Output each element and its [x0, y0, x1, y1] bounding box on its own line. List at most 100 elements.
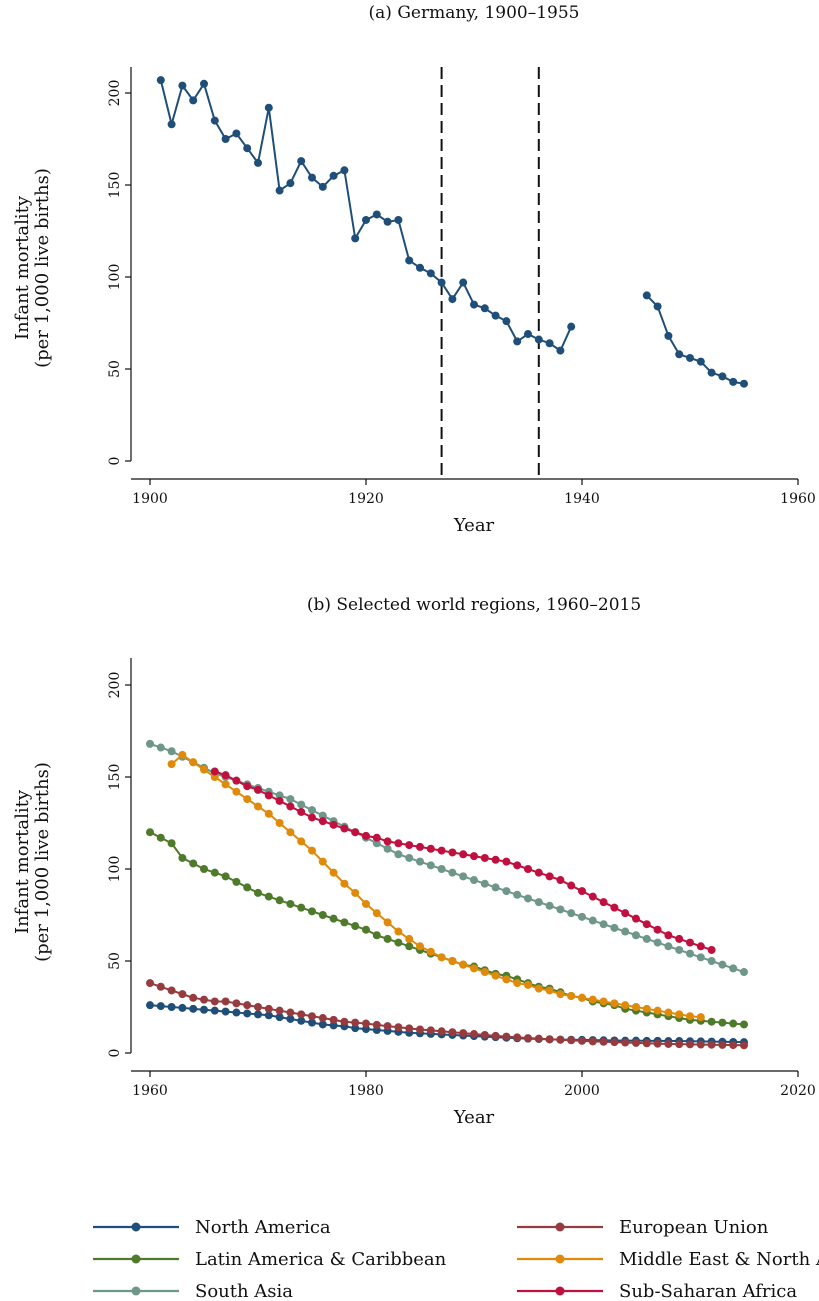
data-point	[621, 1001, 630, 1010]
data-point	[308, 1018, 316, 1027]
data-point	[718, 1040, 727, 1049]
data-point	[459, 872, 468, 881]
series-european-union	[146, 979, 748, 1050]
data-point	[340, 918, 349, 927]
data-point	[351, 922, 360, 931]
series-line	[646, 294, 745, 385]
data-point	[308, 1012, 316, 1021]
data-point	[264, 1004, 273, 1013]
data-point	[696, 953, 705, 962]
data-point	[329, 1015, 338, 1024]
series-sub-saharan-africa	[210, 767, 716, 954]
data-point	[264, 1011, 273, 1020]
data-point	[416, 1025, 424, 1034]
data-point	[394, 938, 403, 947]
series-line	[170, 753, 701, 1019]
data-point	[524, 980, 532, 989]
data-point	[588, 916, 597, 925]
x-tick-label: 1920	[348, 491, 384, 507]
data-point	[362, 925, 370, 934]
data-point	[534, 335, 543, 344]
data-point	[405, 1024, 414, 1033]
data-point	[243, 144, 252, 153]
data-point	[232, 776, 241, 785]
legend-item: South Asia	[93, 1281, 293, 1301]
data-point	[351, 888, 360, 897]
data-point	[437, 865, 446, 873]
data-point	[556, 905, 565, 914]
data-point	[405, 841, 414, 850]
data-point	[167, 760, 176, 769]
data-point	[524, 1034, 532, 1043]
data-point	[394, 927, 403, 936]
data-point	[318, 1014, 327, 1023]
data-point	[524, 330, 532, 339]
data-point	[534, 1034, 543, 1043]
data-point	[556, 1035, 565, 1044]
data-point	[696, 1013, 705, 1022]
data-point	[156, 982, 165, 991]
data-point	[502, 887, 511, 896]
data-point	[653, 302, 662, 311]
data-point	[480, 304, 489, 313]
data-point	[621, 909, 630, 918]
data-point	[394, 850, 403, 859]
data-point	[200, 79, 208, 88]
data-point	[308, 907, 316, 916]
data-point	[189, 96, 198, 105]
data-point	[318, 811, 327, 820]
panel-b-plot: 0 50 100 150 200 1960 1980 2000 2020	[107, 658, 816, 1099]
data-point	[146, 1001, 154, 1010]
data-point	[275, 796, 284, 805]
data-point	[470, 852, 478, 861]
data-point	[221, 771, 230, 780]
data-point	[707, 368, 716, 377]
y-axis-title-line-2: (per 1,000 live births)	[32, 762, 53, 962]
data-point	[426, 861, 435, 870]
data-point	[675, 934, 684, 943]
data-point	[459, 850, 468, 859]
y-tick-label: 100	[107, 264, 123, 291]
data-point	[416, 263, 424, 272]
data-point	[178, 81, 187, 90]
data-point	[167, 839, 176, 848]
legend-label: Middle East & North Africa	[619, 1249, 819, 1270]
data-point	[383, 844, 392, 853]
data-point	[729, 377, 738, 386]
data-point	[416, 942, 424, 951]
data-point	[491, 855, 500, 864]
data-point	[578, 887, 586, 896]
panel-b-y-axis-title: Infant mortality (per 1,000 live births)	[12, 762, 53, 962]
data-point	[340, 1017, 349, 1026]
data-point	[372, 210, 381, 219]
data-point	[729, 964, 738, 973]
x-tick-label: 1980	[348, 1083, 384, 1099]
data-point	[642, 934, 651, 943]
data-point	[610, 923, 619, 932]
data-point	[286, 1008, 295, 1017]
data-point	[556, 346, 565, 355]
data-point	[686, 1040, 694, 1049]
series-line	[159, 79, 573, 353]
data-point	[686, 353, 694, 362]
data-point	[729, 1041, 738, 1050]
legend-marker	[555, 1254, 565, 1264]
data-point	[167, 1003, 176, 1011]
x-tick-label: 1960	[132, 1083, 168, 1099]
x-tick-label: 2020	[780, 1083, 816, 1099]
data-point	[707, 1040, 716, 1049]
data-point	[707, 945, 716, 954]
data-point	[383, 934, 392, 943]
data-point	[308, 173, 316, 182]
data-point	[243, 1009, 252, 1018]
data-point	[221, 1007, 230, 1016]
data-point	[686, 949, 694, 958]
data-point	[221, 872, 230, 881]
data-point	[362, 1019, 370, 1028]
data-point	[318, 182, 327, 191]
data-point	[491, 1031, 500, 1040]
data-point	[480, 968, 489, 977]
data-point	[599, 920, 608, 929]
data-point	[329, 868, 338, 877]
data-point	[610, 999, 619, 1008]
